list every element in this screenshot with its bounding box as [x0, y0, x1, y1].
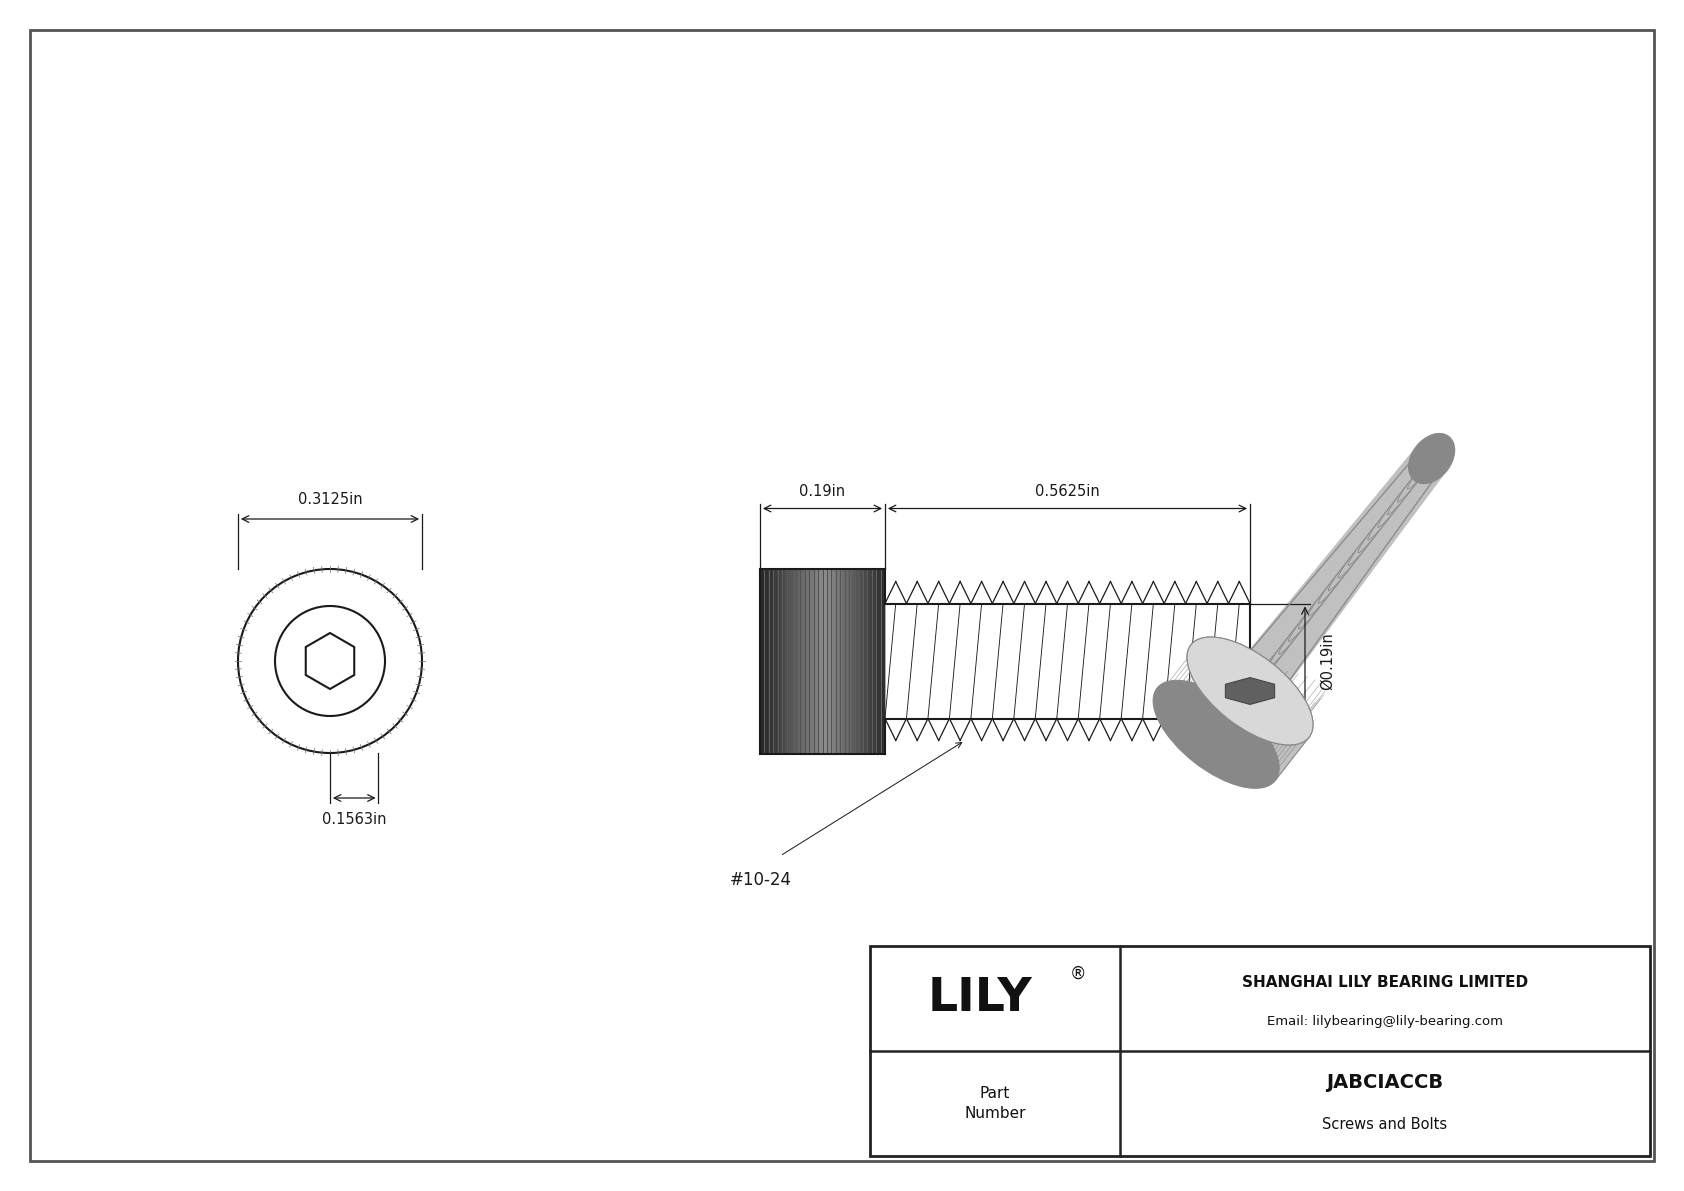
Polygon shape [847, 568, 852, 754]
Ellipse shape [1219, 675, 1261, 730]
Polygon shape [818, 568, 823, 754]
Polygon shape [759, 568, 765, 754]
Polygon shape [793, 568, 798, 754]
Polygon shape [861, 568, 866, 754]
Text: ®: ® [1069, 965, 1086, 983]
Ellipse shape [1408, 441, 1447, 490]
Polygon shape [1194, 447, 1447, 752]
Text: Part
Number: Part Number [965, 1085, 1026, 1122]
Polygon shape [822, 568, 827, 754]
Ellipse shape [1388, 464, 1426, 515]
Text: Screws and Bolts: Screws and Bolts [1322, 1117, 1448, 1131]
Ellipse shape [1268, 613, 1310, 667]
Polygon shape [781, 568, 786, 754]
Text: 0.1563in: 0.1563in [322, 812, 387, 827]
Ellipse shape [1339, 526, 1378, 578]
Polygon shape [864, 568, 869, 754]
Ellipse shape [1229, 663, 1271, 718]
Ellipse shape [1319, 551, 1359, 604]
Ellipse shape [1199, 700, 1243, 756]
Polygon shape [827, 568, 832, 754]
Polygon shape [855, 568, 861, 754]
Text: Ø0.19in: Ø0.19in [1320, 632, 1334, 690]
Ellipse shape [1408, 434, 1455, 484]
Ellipse shape [1357, 503, 1398, 553]
Polygon shape [881, 568, 886, 754]
Polygon shape [886, 604, 1250, 718]
Polygon shape [773, 568, 778, 754]
Ellipse shape [1329, 540, 1369, 591]
Polygon shape [813, 568, 820, 754]
Text: SHANGHAI LILY BEARING LIMITED: SHANGHAI LILY BEARING LIMITED [1241, 975, 1527, 990]
Text: #10-24: #10-24 [729, 871, 791, 888]
Ellipse shape [1378, 478, 1416, 528]
Text: LILY: LILY [928, 975, 1032, 1021]
Polygon shape [790, 568, 795, 754]
Text: 0.5625in: 0.5625in [1036, 484, 1100, 499]
Polygon shape [1157, 644, 1308, 780]
Text: JABCIACCB: JABCIACCB [1327, 1073, 1443, 1092]
Polygon shape [872, 568, 877, 754]
Polygon shape [1226, 678, 1275, 704]
Ellipse shape [1260, 626, 1300, 680]
Ellipse shape [1250, 638, 1292, 692]
Polygon shape [877, 568, 882, 754]
Ellipse shape [1288, 588, 1330, 642]
Text: Email: lilybearing@lily-bearing.com: Email: lilybearing@lily-bearing.com [1266, 1015, 1504, 1028]
Ellipse shape [1209, 688, 1253, 743]
Polygon shape [776, 568, 781, 754]
Ellipse shape [1308, 565, 1349, 616]
Text: 0.3125in: 0.3125in [298, 492, 362, 507]
Ellipse shape [1154, 680, 1280, 788]
Polygon shape [807, 568, 812, 754]
Ellipse shape [1278, 601, 1320, 654]
Text: 0.19in: 0.19in [800, 484, 845, 499]
Polygon shape [810, 568, 815, 754]
Polygon shape [765, 568, 770, 754]
Ellipse shape [1347, 515, 1388, 566]
Polygon shape [839, 568, 844, 754]
Polygon shape [1226, 678, 1275, 704]
Ellipse shape [1239, 650, 1282, 705]
Polygon shape [835, 568, 840, 754]
Polygon shape [768, 568, 773, 754]
Ellipse shape [1367, 490, 1408, 540]
Ellipse shape [1187, 637, 1314, 746]
Ellipse shape [1187, 637, 1314, 746]
Polygon shape [798, 568, 803, 754]
Polygon shape [802, 568, 807, 754]
Polygon shape [830, 568, 835, 754]
Polygon shape [844, 568, 849, 754]
Polygon shape [785, 568, 790, 754]
Ellipse shape [1398, 453, 1436, 501]
Polygon shape [852, 568, 857, 754]
Ellipse shape [1298, 576, 1339, 629]
Polygon shape [869, 568, 874, 754]
